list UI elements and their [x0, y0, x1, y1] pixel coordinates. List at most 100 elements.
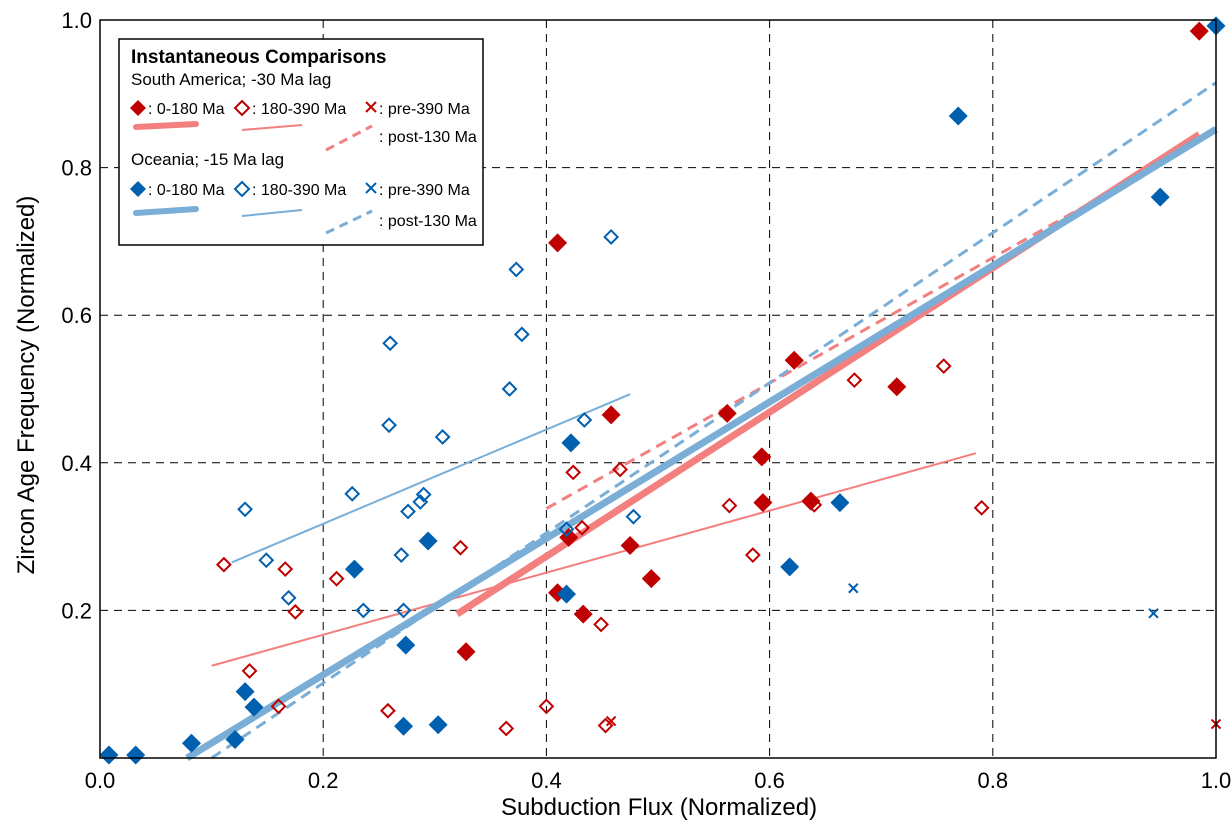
legend-sa-dashed-line [325, 124, 373, 152]
oceania-point-filled-diamond [780, 557, 800, 577]
oceania-point-filled-diamond [394, 716, 414, 736]
south-america-point-open-diamond [565, 464, 582, 481]
oceania-point-filled-diamond [126, 745, 146, 765]
oceania-point-filled-diamond [244, 697, 264, 717]
grid [100, 20, 1216, 758]
oceania-point-open-diamond [603, 229, 620, 245]
oceania-point-open-diamond [344, 485, 361, 502]
oceania-point-open-diamond [513, 326, 530, 343]
oceania-point-open-diamond [576, 412, 593, 428]
y-tick-label: 0.6 [61, 303, 92, 328]
oceania-point-open-diamond [625, 508, 642, 525]
legend-sa-open-diamond [233, 99, 251, 117]
legend-group-south-america: South America; -30 Ma lag [131, 70, 331, 89]
oceania-point-filled-diamond [225, 730, 245, 750]
oceania-point-open-diamond [501, 381, 518, 397]
legend: Instantaneous Comparisons South America;… [118, 38, 484, 246]
south-america-point-open-diamond [380, 702, 396, 719]
oceania-thick-fit-line [185, 126, 1218, 761]
x-tick-label: 0.6 [754, 768, 785, 793]
legend-sa-entry-pre-390: : pre-390 Ma [379, 101, 470, 118]
oceania-point-filled-diamond [556, 584, 576, 604]
legend-oc-entry-0-180: : 0-180 Ma [148, 182, 225, 199]
oceania-point-filled-diamond [396, 635, 416, 655]
south-america-point-filled-diamond [573, 604, 593, 624]
legend-sa-filled-diamond [130, 100, 146, 116]
south-america-point-filled-diamond [456, 642, 476, 662]
plot-frame [99, 19, 1217, 759]
oceania-point-open-diamond [508, 261, 525, 278]
legend-group-oceania: Oceania; -15 Ma lag [131, 150, 284, 169]
south-america-point-filled-diamond [620, 535, 640, 555]
oceania-point-open-diamond [415, 486, 432, 503]
legend-title: Instantaneous Comparisons [131, 47, 387, 68]
oceania-point-filled-diamond [830, 493, 850, 513]
oceania-point-open-diamond [382, 335, 399, 352]
oceania-point-filled-diamond [1150, 187, 1170, 207]
oceania-point-open-diamond [393, 547, 410, 563]
oceania-point-open-diamond [381, 417, 397, 434]
data-points [99, 16, 1226, 765]
south-america-point-open-diamond [270, 698, 287, 715]
y-tick-label: 1.0 [61, 8, 92, 33]
oceania-point-filled-diamond [235, 682, 255, 702]
oceania-point-x [848, 583, 859, 594]
south-america-point-open-diamond [846, 372, 863, 389]
south-america-point-open-diamond [935, 358, 952, 375]
south-america-thin-fit-line [211, 452, 977, 667]
south-america-point-open-diamond [721, 497, 738, 514]
legend-sa-entry-0-180: : 0-180 Ma [148, 101, 225, 118]
south-america-point-open-diamond [241, 663, 258, 679]
oceania-point-open-diamond [400, 503, 416, 520]
x-tick-label: 0.4 [531, 768, 562, 793]
legend-oc-x-marker [365, 182, 377, 194]
south-america-point-open-diamond [744, 547, 761, 563]
legend-sa-entry-post-130: : post-130 Ma [379, 129, 477, 146]
oceania-point-open-diamond [412, 493, 429, 510]
south-america-point-filled-diamond [601, 405, 621, 425]
south-america-point-open-diamond [287, 603, 304, 620]
south-america-point-open-diamond [973, 499, 990, 516]
y-tick-label: 0.4 [61, 451, 92, 476]
x-tick-label: 0.0 [85, 768, 116, 793]
legend-sa-x-marker [365, 101, 377, 113]
south-america-point-open-diamond [215, 556, 232, 573]
legend-oc-entry-180-390: : 180-390 Ma [252, 182, 346, 199]
south-america-point-filled-diamond [717, 403, 737, 423]
oceania-point-filled-diamond [428, 715, 448, 735]
oceania-point-x [1148, 608, 1159, 619]
oceania-point-filled-diamond [99, 745, 119, 765]
y-tick-label: 0.8 [61, 156, 92, 181]
legend-oc-open-diamond [233, 180, 251, 198]
x-tick-label: 1.0 [1201, 768, 1232, 793]
legend-oc-thick-line [133, 206, 199, 216]
south-america-point-open-diamond [806, 496, 823, 513]
south-america-point-open-diamond [498, 720, 515, 737]
south-america-point-filled-diamond [753, 493, 773, 513]
south-america-point-filled-diamond [887, 377, 907, 397]
x-axis-title: Subduction Flux (Normalized) [501, 794, 817, 821]
oceania-point-open-diamond [558, 521, 575, 538]
south-america-point-open-diamond [574, 519, 591, 536]
oceania-point-filled-diamond [418, 531, 438, 551]
x-tick-label: 0.2 [308, 768, 339, 793]
south-america-point-filled-diamond [752, 447, 772, 467]
oceania-point-open-diamond [434, 429, 451, 445]
tick-labels: 0.0 0.2 0.4 0.6 0.8 1.0 0.2 0.4 0.6 0.8 1.0 [61, 8, 1231, 793]
south-america-point-open-diamond [593, 616, 609, 633]
south-america-point-open-diamond [452, 539, 469, 556]
legend-oc-thin-line [241, 209, 303, 217]
y-tick-label: 0.2 [61, 598, 92, 623]
south-america-point-filled-diamond [1189, 21, 1209, 41]
oceania-point-open-diamond [395, 602, 412, 619]
oceania-point-filled-diamond [182, 733, 202, 753]
south-america-point-x [605, 715, 617, 727]
legend-oc-entry-post-130: : post-130 Ma [379, 213, 477, 230]
south-america-point-open-diamond [538, 698, 555, 715]
legend-oc-dashed-line [325, 209, 373, 235]
south-america-point-open-diamond [328, 570, 345, 587]
legend-oc-entry-pre-390: : pre-390 Ma [379, 182, 470, 199]
legend-oc-filled-diamond [130, 181, 146, 197]
south-america-point-open-diamond [277, 561, 294, 577]
